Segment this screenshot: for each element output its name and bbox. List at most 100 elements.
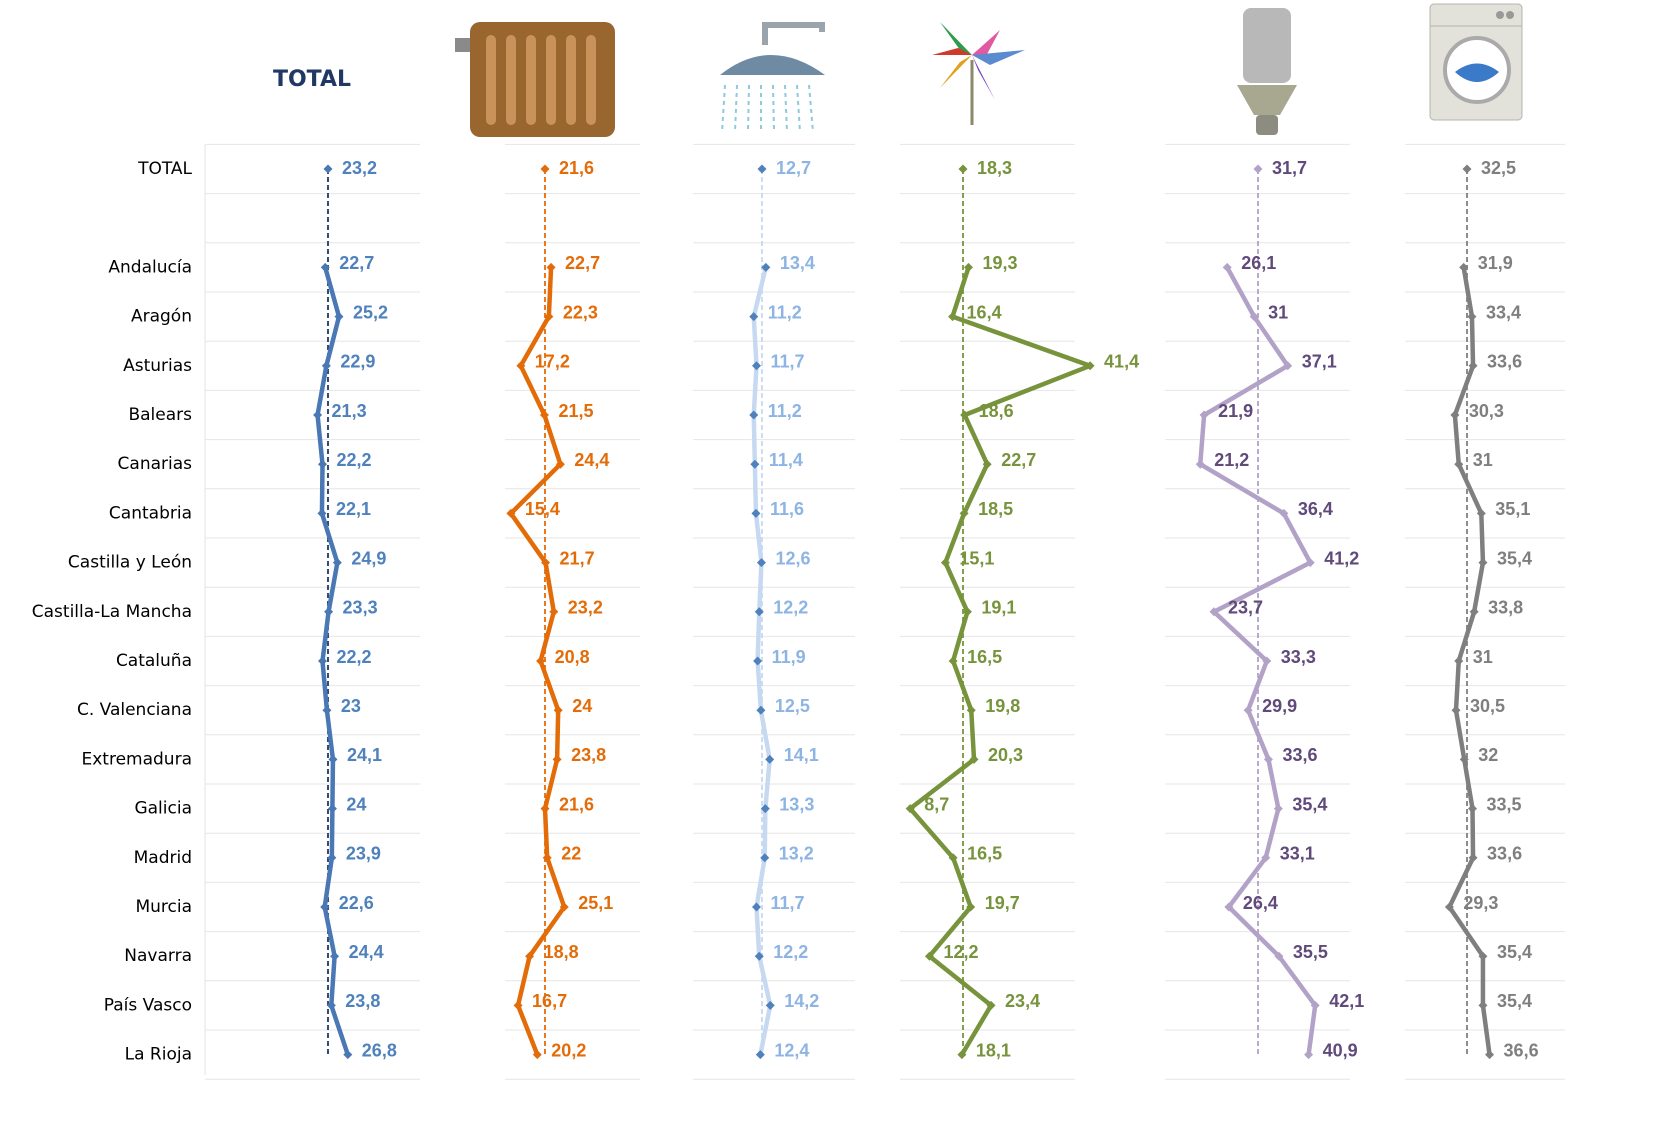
value-label: 31 xyxy=(1473,647,1493,667)
row-label: Cataluña xyxy=(116,651,192,671)
marker xyxy=(757,558,766,567)
value-label: 11,4 xyxy=(769,450,803,470)
value-label: 23,9 xyxy=(346,844,381,864)
line-segment xyxy=(1455,415,1459,464)
marker xyxy=(1274,804,1283,813)
value-label: 21,7 xyxy=(560,548,595,568)
value-label: 11,7 xyxy=(771,893,805,913)
value-label: 24,4 xyxy=(349,942,384,962)
value-label: 15,4 xyxy=(525,499,560,519)
marker xyxy=(322,706,331,715)
row-label: Canarias xyxy=(118,454,193,474)
value-label: 25,1 xyxy=(578,893,613,913)
value-label: 35,4 xyxy=(1497,942,1532,962)
value-label: 36,4 xyxy=(1298,499,1333,519)
value-label: 20,8 xyxy=(555,647,590,667)
value-label: 33,3 xyxy=(1281,647,1316,667)
row-label: País Vasco xyxy=(104,995,192,1015)
marker xyxy=(749,312,758,321)
marker xyxy=(320,903,329,912)
value-label: 13,3 xyxy=(779,794,814,814)
value-label: 23,8 xyxy=(345,991,380,1011)
line-segment xyxy=(754,317,757,366)
line-segment xyxy=(327,710,333,759)
line-segment xyxy=(758,612,760,661)
marker xyxy=(553,755,562,764)
value-label: 23,7 xyxy=(1228,598,1263,618)
marker xyxy=(324,607,333,616)
value-label: 25,2 xyxy=(353,302,388,322)
marker xyxy=(541,165,550,174)
line-segment xyxy=(332,759,333,808)
line-segment xyxy=(545,809,547,858)
marker xyxy=(1304,1050,1313,1059)
value-label: 15,1 xyxy=(959,548,994,568)
value-label: 19,3 xyxy=(983,253,1018,273)
line-segment xyxy=(1472,317,1473,366)
value-label: 23 xyxy=(341,696,361,716)
row-label: Murcia xyxy=(135,897,192,917)
line-segment xyxy=(759,563,761,612)
value-label: 29,3 xyxy=(1463,893,1498,913)
line-segment xyxy=(756,513,762,562)
row-label: Cantabria xyxy=(109,503,192,523)
row-label: La Rioja xyxy=(125,1045,192,1065)
value-label: 26,1 xyxy=(1241,253,1276,273)
value-label: 11,2 xyxy=(768,401,802,421)
value-label: 11,7 xyxy=(771,352,805,372)
value-label: 19,1 xyxy=(981,598,1016,618)
value-label: 20,3 xyxy=(988,745,1023,765)
marker xyxy=(751,509,760,518)
marker xyxy=(322,361,331,370)
bulb-icon xyxy=(1237,8,1297,135)
value-label: 23,8 xyxy=(571,745,606,765)
value-label: 35,4 xyxy=(1497,548,1532,568)
value-label: 33,6 xyxy=(1487,844,1522,864)
marker xyxy=(756,706,765,715)
line-segment xyxy=(557,710,558,759)
row-label: Andalucía xyxy=(108,257,192,277)
value-label: 41,4 xyxy=(1104,352,1139,372)
marker xyxy=(1478,1001,1487,1010)
value-label: 23,3 xyxy=(343,598,378,618)
line-segment xyxy=(332,809,333,858)
value-label: 13,2 xyxy=(779,844,814,864)
value-label: 14,2 xyxy=(784,991,819,1011)
line-segment xyxy=(1456,661,1459,710)
value-label: 23,4 xyxy=(1005,991,1040,1011)
shower-icon xyxy=(720,25,825,132)
value-label: 23,2 xyxy=(342,158,377,178)
value-label: 22,9 xyxy=(340,352,375,372)
marker xyxy=(766,1001,775,1010)
line-segment xyxy=(765,809,766,858)
marker xyxy=(328,804,337,813)
value-label: 33,4 xyxy=(1486,302,1521,322)
value-label: 40,9 xyxy=(1323,1040,1358,1060)
line-segment xyxy=(1481,513,1483,562)
value-label: 22,7 xyxy=(339,253,374,273)
line-segment xyxy=(971,710,974,759)
marker xyxy=(1452,706,1461,715)
marker xyxy=(313,411,322,420)
value-label: 12,6 xyxy=(775,548,810,568)
value-label: 22,7 xyxy=(565,253,600,273)
value-label: 24,9 xyxy=(351,548,386,568)
value-label: 18,8 xyxy=(544,942,579,962)
value-label: 22,3 xyxy=(563,302,598,322)
marker xyxy=(1467,312,1476,321)
value-label: 12,5 xyxy=(775,696,810,716)
value-label: 12,2 xyxy=(943,942,978,962)
value-label: 11,6 xyxy=(770,499,804,519)
value-label: 16,5 xyxy=(967,647,1002,667)
pinwheel-icon xyxy=(932,22,1025,125)
value-label: 30,3 xyxy=(1469,401,1504,421)
value-label: 18,6 xyxy=(979,401,1014,421)
marker xyxy=(1478,558,1487,567)
value-label: 33,6 xyxy=(1282,745,1317,765)
value-label: 33,6 xyxy=(1487,352,1522,372)
value-label: 35,4 xyxy=(1497,991,1532,1011)
value-label: 20,2 xyxy=(551,1040,586,1060)
value-label: 35,5 xyxy=(1293,942,1328,962)
value-label: 12,7 xyxy=(776,158,811,178)
marker xyxy=(752,903,761,912)
